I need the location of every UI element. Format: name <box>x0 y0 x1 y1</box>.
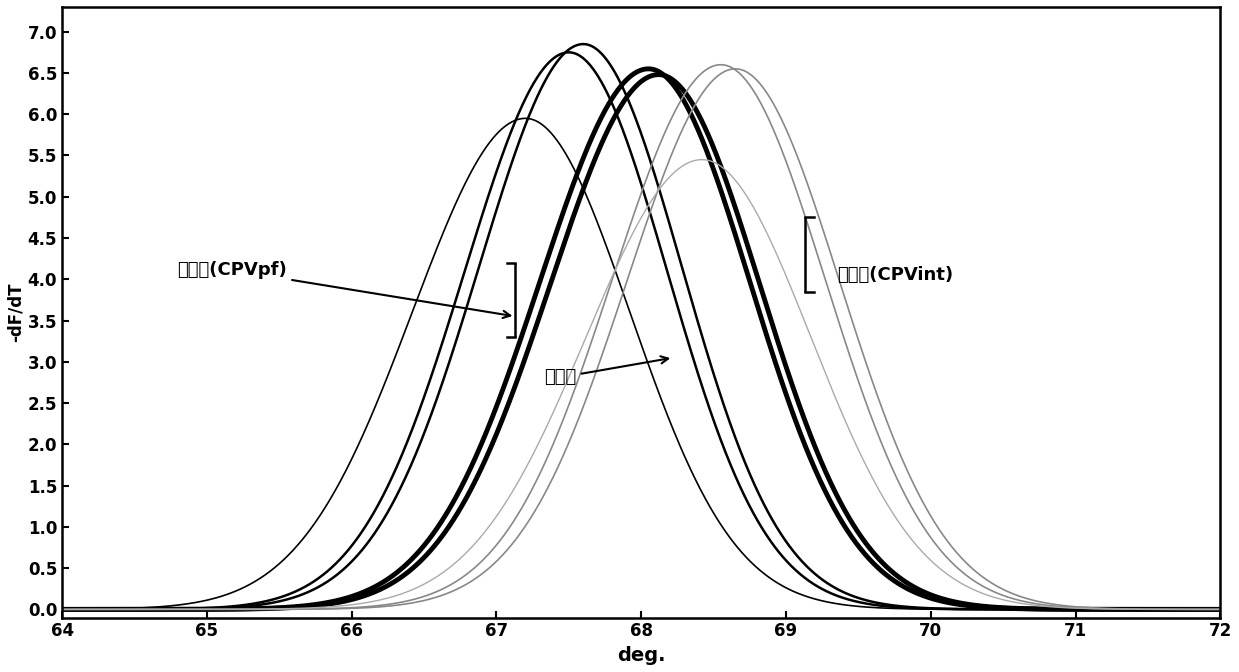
Text: 野毒株: 野毒株 <box>544 356 668 386</box>
Text: 疫苗株(CPVint): 疫苗株(CPVint) <box>836 266 953 284</box>
Text: 疫苗株(CPVpf): 疫苗株(CPVpf) <box>177 261 510 318</box>
Y-axis label: -dF/dT: -dF/dT <box>7 282 25 342</box>
X-axis label: deg.: deg. <box>617 646 665 665</box>
